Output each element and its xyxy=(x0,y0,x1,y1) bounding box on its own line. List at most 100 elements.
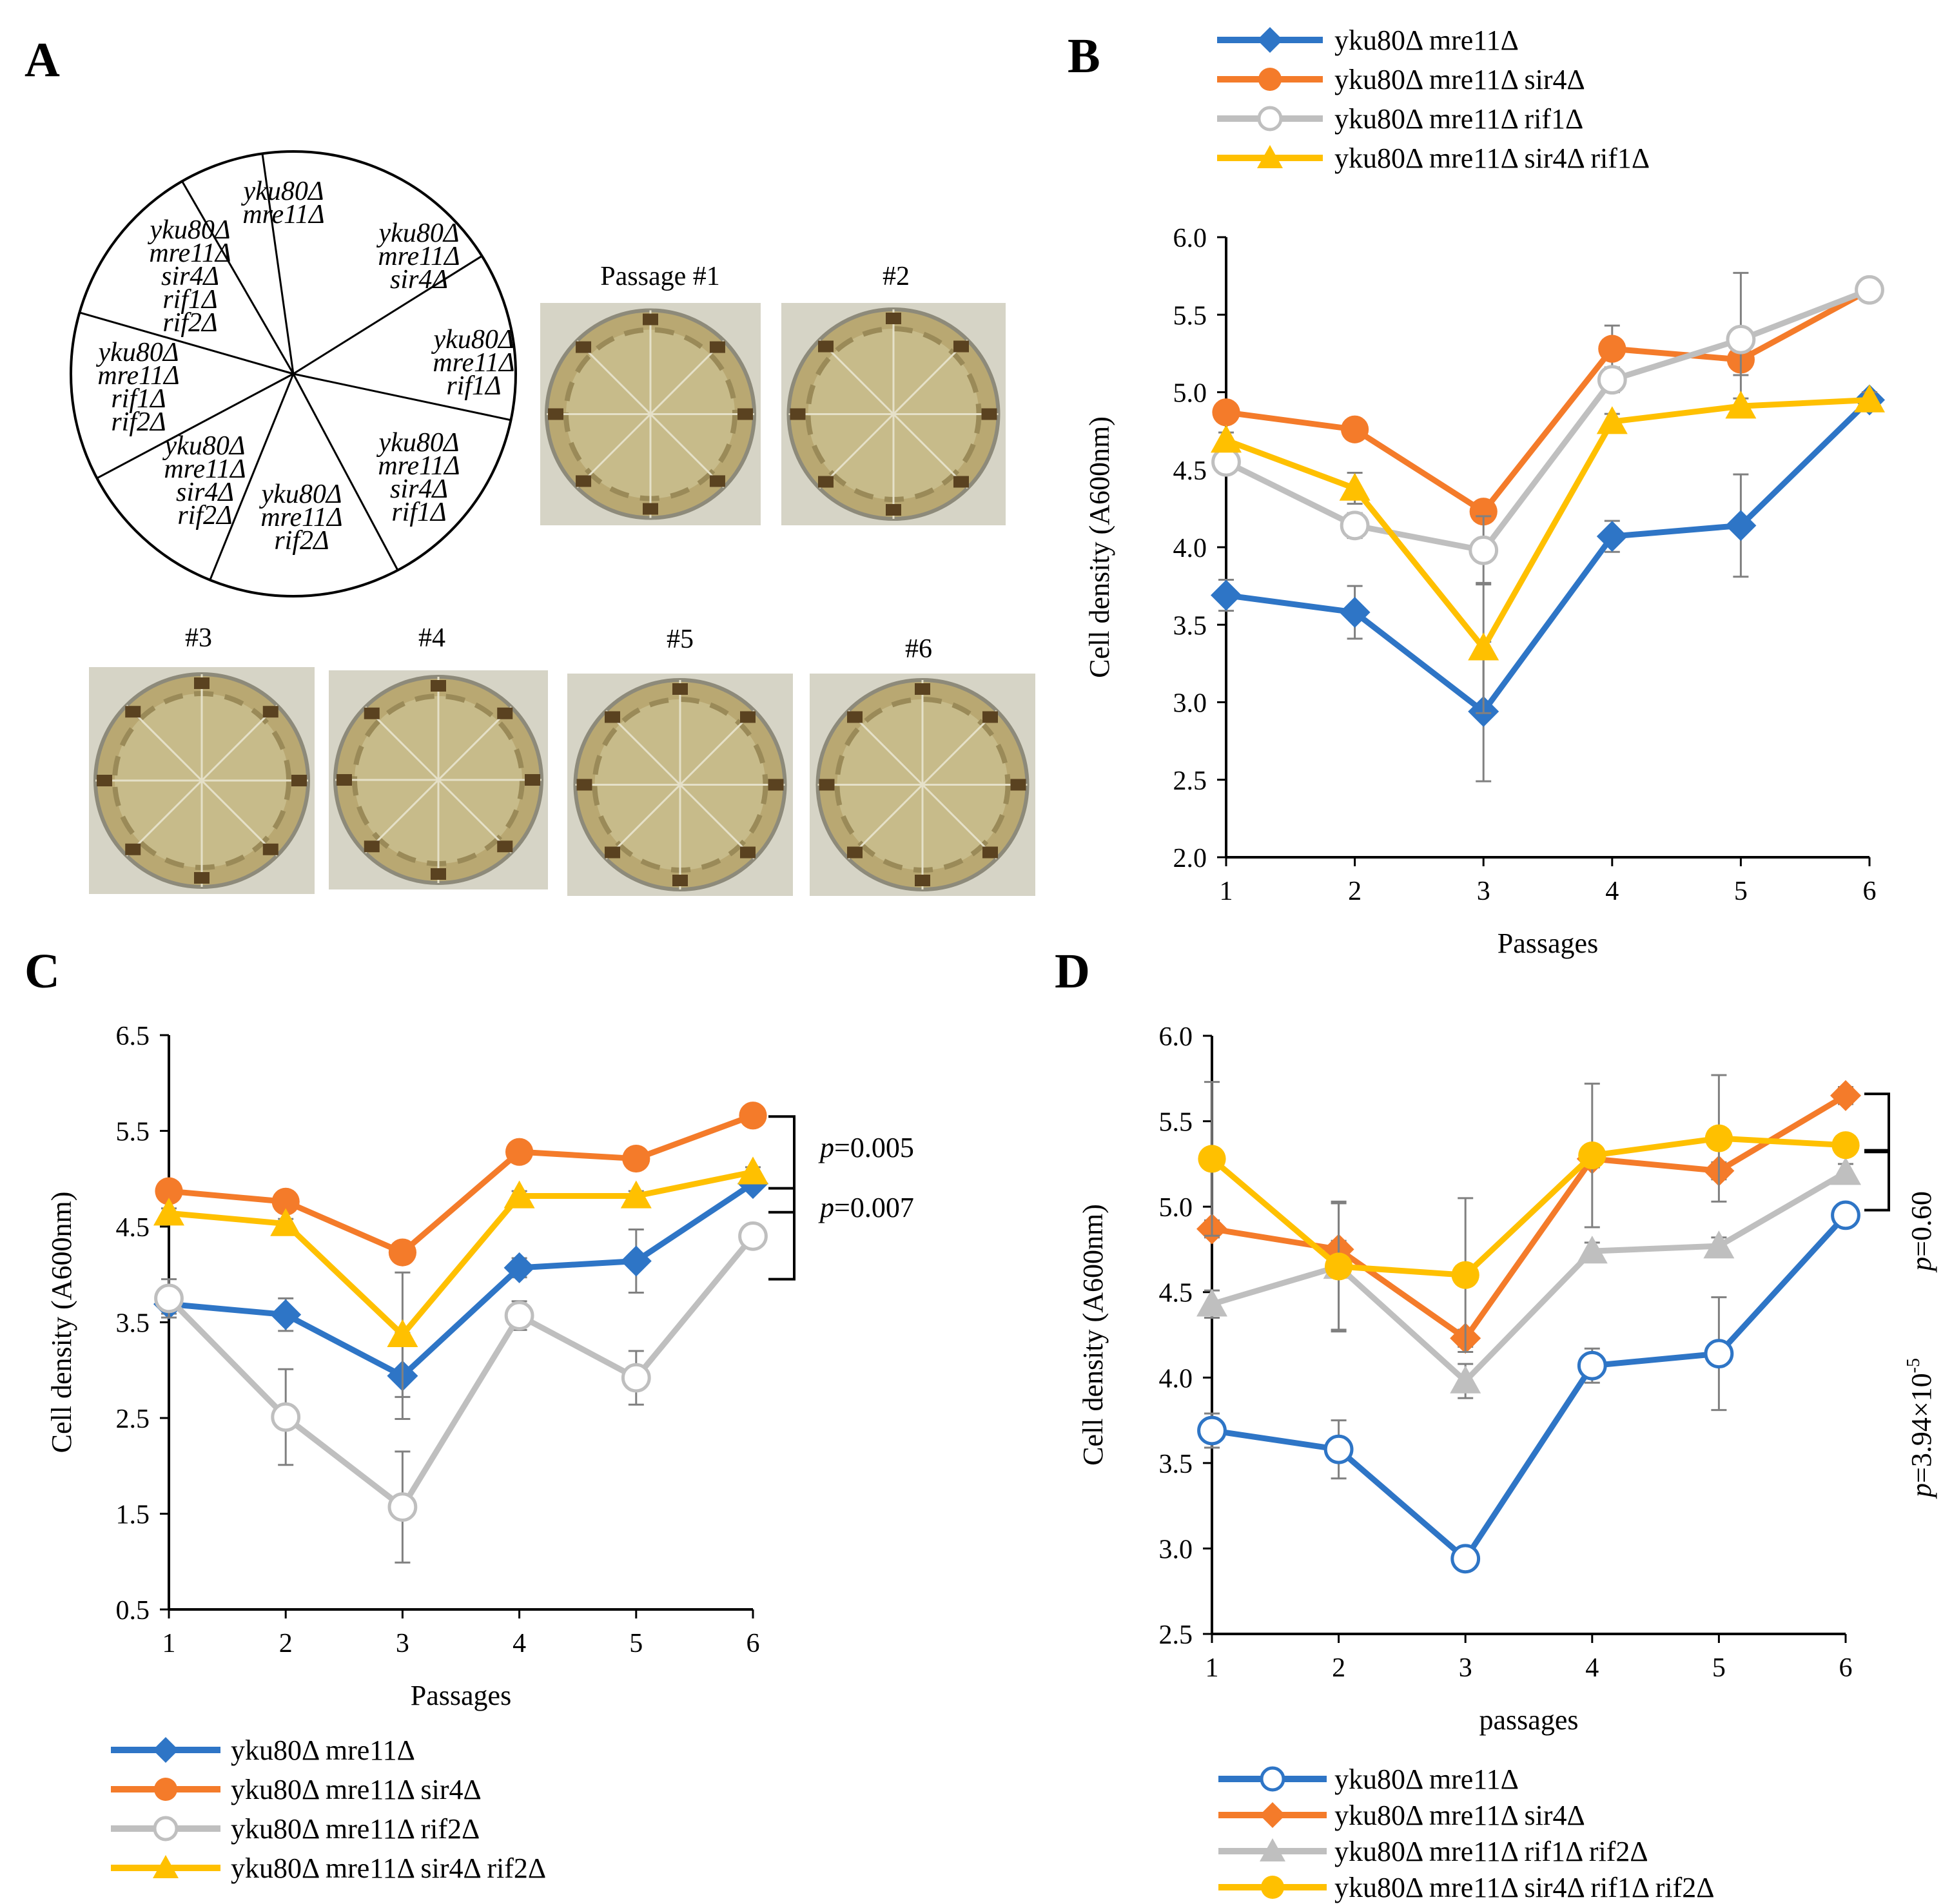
plate-colony-patch xyxy=(886,504,901,516)
plate-colony-patch xyxy=(737,408,753,420)
legend-label-2: yku80Δ mre11Δ sir4Δ xyxy=(1334,1800,1585,1831)
marker-circle xyxy=(1704,1124,1733,1152)
legend: yku80Δ mre11Δ yku80Δ mre11Δ sir4Δ yku80Δ m… xyxy=(1217,24,1650,174)
x-axis-title: Passages xyxy=(1498,928,1598,959)
legend-label-4: yku80Δ mre11Δ sir4Δ rif2Δ xyxy=(231,1852,546,1884)
x-tick-label: 2 xyxy=(279,1629,293,1658)
series-line xyxy=(168,1181,755,1379)
wheel-label-line: mre11Δ xyxy=(378,451,460,481)
wheel-label-line: mre11Δ xyxy=(433,348,514,378)
plate-sector-line xyxy=(200,779,278,857)
legend-label-1: yku80Δ mre11Δ xyxy=(1334,24,1519,56)
plate-colony-patch xyxy=(672,875,688,886)
plate-colony-patch xyxy=(768,779,784,791)
plate-colony-patch xyxy=(291,775,307,786)
plate-colony-patch xyxy=(364,840,380,853)
y-tick-label: 5.5 xyxy=(1159,1108,1193,1138)
plate-sector-line xyxy=(679,784,755,860)
p-value-number: =0.007 xyxy=(834,1192,914,1223)
marker-triangle xyxy=(1260,1838,1285,1861)
y-tick-label: 1.5 xyxy=(116,1501,150,1530)
plate-colony-patch xyxy=(604,846,620,859)
x-tick-label: 3 xyxy=(1477,877,1490,906)
series-3 xyxy=(154,1221,768,1564)
y-tick-label: 6.0 xyxy=(1159,1022,1193,1052)
series-line xyxy=(166,1234,756,1510)
y-axis-title: Cell density (A600nm) xyxy=(1084,416,1115,678)
plate-label-1: Passage #1 xyxy=(600,262,719,291)
wheel-label-line: yku80Δ xyxy=(148,215,231,245)
plate-colony-patch xyxy=(125,706,141,718)
p-value-bracket xyxy=(768,1187,795,1281)
legend-label-2: yku80Δ mre11Δ sir4Δ xyxy=(1334,64,1585,95)
wheel-label-line: rif1Δ xyxy=(162,285,217,315)
legend-label-4: yku80Δ mre11Δ sir4Δ rif1Δ xyxy=(1334,142,1650,174)
y-tick-label: 5.5 xyxy=(116,1118,150,1147)
marker-open-circle xyxy=(1257,106,1283,131)
marker-open-circle xyxy=(1469,535,1499,565)
wheel-label-line: sir4Δ xyxy=(390,474,448,504)
x-tick-label: 6 xyxy=(1839,1653,1853,1683)
wheel-label-line: rif1Δ xyxy=(111,384,166,414)
plate-label-6: #6 xyxy=(905,634,932,664)
legend: yku80Δ mre11Δ yku80Δ mre11Δ sir4Δ yku80Δ … xyxy=(111,1734,546,1884)
plate-colony-patch xyxy=(97,775,112,786)
y-tick-label: 2.0 xyxy=(1173,844,1207,873)
plate-colony-patch xyxy=(819,779,835,791)
p-value-number: =0.005 xyxy=(834,1132,914,1163)
marker-open-circle xyxy=(1855,275,1884,305)
wheel-label-line: mre11Δ xyxy=(242,200,324,229)
series-1 xyxy=(1197,1200,1860,1574)
plate-sector-line xyxy=(576,340,652,415)
plate-colony-patch xyxy=(431,680,446,692)
plate-sector-line xyxy=(126,779,203,857)
y-tick-label: 2.5 xyxy=(1173,766,1207,796)
plate-colony-patch xyxy=(740,711,756,723)
p-value-symbol: p xyxy=(818,1132,834,1163)
x-tick-label: 3 xyxy=(1459,1653,1472,1683)
plate-colony-patch xyxy=(194,872,210,884)
marker-circle xyxy=(739,1102,767,1130)
plate-colony-patch xyxy=(262,706,278,718)
plate-colony-patch xyxy=(953,476,970,488)
marker-diamond xyxy=(153,1737,179,1763)
wheel-label-line: yku80Δ xyxy=(241,177,324,206)
x-tick-label: 1 xyxy=(1205,1653,1219,1683)
plate-label-3: #3 xyxy=(185,623,212,653)
marker-diamond xyxy=(1596,521,1628,552)
wheel-divider xyxy=(261,153,295,374)
y-tick-label: 3.5 xyxy=(1173,611,1207,641)
marker-triangle xyxy=(387,1319,418,1348)
y-tick-label: 3.5 xyxy=(1159,1450,1193,1479)
marker-triangle xyxy=(1596,406,1628,434)
y-tick-label: 3.5 xyxy=(116,1309,150,1339)
wheel-divider xyxy=(181,180,295,374)
p-value-text-2: p=0.007 xyxy=(818,1192,914,1223)
marker-circle xyxy=(1261,1876,1284,1899)
p-value-number: =3.94×10 xyxy=(1906,1373,1937,1483)
plate-colony-patch xyxy=(981,408,997,420)
marker-open-circle xyxy=(504,1301,534,1331)
plate-label-4: #4 xyxy=(418,623,445,653)
marker-circle xyxy=(154,1778,177,1801)
marker-open-circle xyxy=(271,1402,301,1432)
marker-diamond xyxy=(1725,510,1757,541)
marker-diamond xyxy=(1211,579,1242,611)
wheel-label-4: yku80Δ mre11Δ sir4Δ rif1Δ xyxy=(376,428,460,527)
plate-colony-patch xyxy=(604,711,620,723)
marker-diamond xyxy=(503,1252,535,1283)
marker-open-circle xyxy=(1597,365,1627,395)
marker-diamond xyxy=(1339,597,1371,628)
plate-colony-patch xyxy=(846,711,863,723)
legend-label-3: yku80Δ mre11Δ rif2Δ xyxy=(231,1813,480,1845)
marker-open-circle xyxy=(153,1816,179,1841)
legend-label-3: yku80Δ mre11Δ rif1Δ xyxy=(1334,103,1583,135)
wheel-outline xyxy=(70,150,517,597)
x-tick-label: 1 xyxy=(162,1629,176,1658)
plate-sector-line xyxy=(848,710,924,786)
plate-sector-line xyxy=(605,710,681,786)
marker-circle xyxy=(1325,1252,1353,1281)
plate-colony-patch xyxy=(953,340,970,353)
marker-triangle xyxy=(1196,1288,1227,1317)
wheel-divider xyxy=(293,373,511,422)
